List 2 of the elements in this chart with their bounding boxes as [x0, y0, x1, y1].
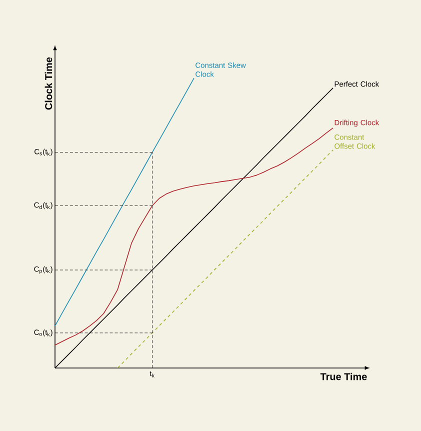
x-axis-title: True Time [320, 372, 367, 380]
y-axis-title: Clock Time [44, 57, 52, 110]
